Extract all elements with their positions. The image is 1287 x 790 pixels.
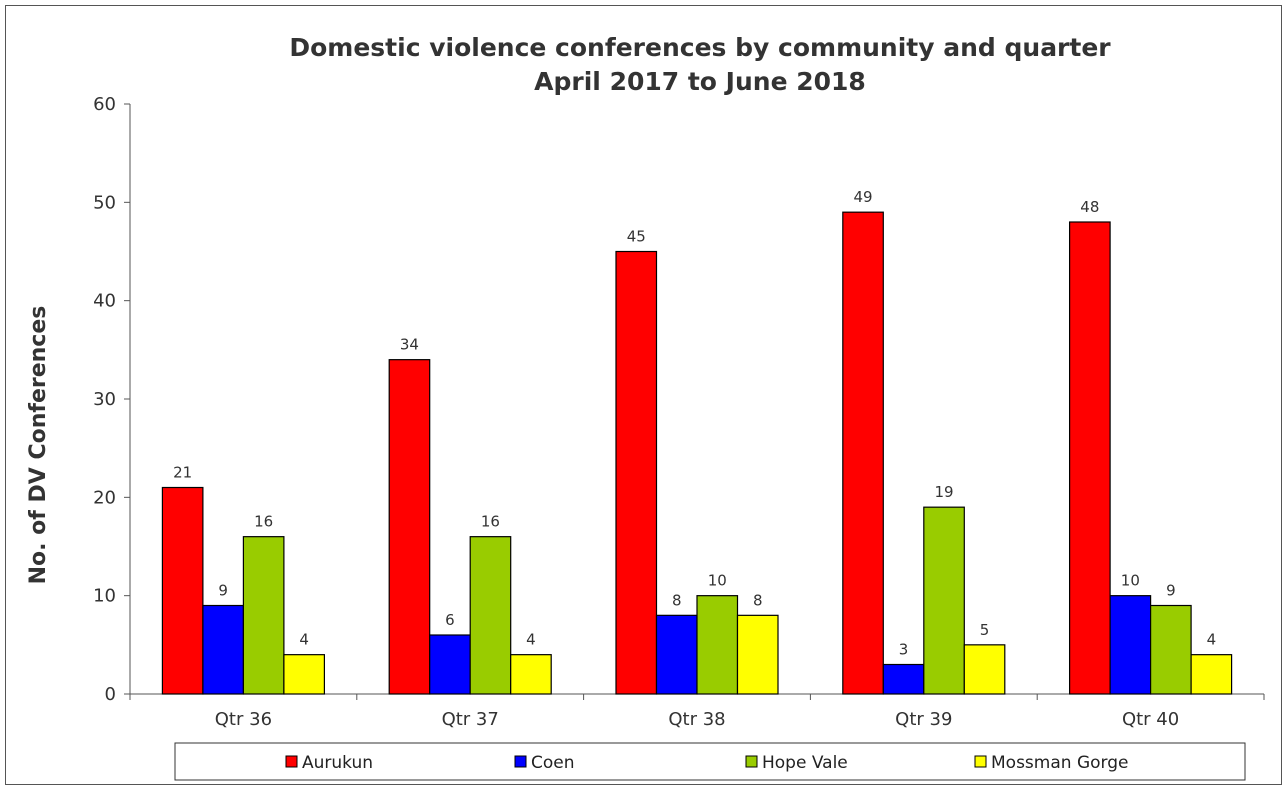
- bar: [388, 359, 431, 695]
- x-tick-label: Qtr 40: [1122, 709, 1179, 730]
- bar: [655, 614, 698, 695]
- data-label: 16: [254, 513, 273, 531]
- x-tick-label: Qtr 38: [668, 709, 725, 730]
- x-tick-label: Qtr 36: [215, 709, 272, 730]
- bar: [923, 506, 965, 695]
- bar: [242, 536, 285, 695]
- bars: 21 9 16 4 34 6 16 4 45 8 10 8 49 3 19 5 48 10 9 4: [161, 188, 1233, 695]
- data-label: 9: [218, 582, 228, 600]
- data-label: 3: [899, 641, 909, 659]
- data-label: 4: [299, 631, 309, 649]
- bar: [696, 595, 739, 695]
- bar: [1068, 221, 1111, 695]
- bar: [882, 663, 925, 695]
- y-tick-label: 10: [93, 586, 116, 607]
- data-label: 19: [935, 483, 954, 501]
- y-tick-label: 60: [93, 94, 116, 115]
- data-label: 49: [854, 188, 873, 206]
- chart-title-line2: April 2017 to June 2018: [534, 67, 866, 96]
- bar: [161, 486, 204, 695]
- data-label: 6: [445, 611, 455, 629]
- data-label: 8: [753, 591, 763, 609]
- legend-label: Mossman Gorge: [991, 753, 1128, 773]
- bar: [736, 614, 779, 695]
- x-tick-label: Qtr 39: [895, 709, 952, 730]
- legend-label: Hope Vale: [762, 753, 848, 773]
- bar: [1149, 604, 1192, 695]
- legend: Aurukun Coen Hope Vale Mossman Gorge: [174, 742, 1246, 781]
- bar: [842, 211, 884, 695]
- bar: [963, 644, 1006, 695]
- legend-swatch: [974, 755, 987, 768]
- data-label: 34: [400, 336, 419, 354]
- bar: [429, 634, 471, 695]
- y-tick-label: 20: [93, 487, 116, 508]
- data-label: 10: [1121, 572, 1140, 590]
- legend-swatch: [285, 755, 298, 768]
- y-tick-label: 50: [93, 192, 116, 213]
- bar: [1190, 654, 1233, 695]
- bar: [1109, 595, 1152, 695]
- legend-box: [174, 742, 1246, 781]
- data-label: 48: [1080, 198, 1099, 216]
- data-label: 5: [980, 621, 990, 639]
- bar: [510, 654, 552, 695]
- y-axis-label: No. of DV Conferences: [26, 306, 51, 585]
- legend-label: Aurukun: [302, 753, 373, 773]
- y-tick-label: 40: [93, 291, 116, 312]
- data-label: 10: [708, 572, 727, 590]
- y-tick-label: 30: [93, 389, 116, 410]
- bar: [202, 604, 244, 695]
- legend-swatch: [514, 755, 527, 768]
- data-label: 4: [1207, 631, 1217, 649]
- x-tick-label: Qtr 37: [442, 709, 499, 730]
- legend-swatch: [745, 755, 758, 768]
- legend-label: Coen: [531, 753, 575, 773]
- data-label: 21: [173, 464, 192, 482]
- data-label: 16: [481, 513, 500, 531]
- bar: [283, 654, 325, 695]
- y-tick-label: 0: [105, 684, 116, 705]
- data-label: 4: [526, 631, 536, 649]
- data-label: 8: [672, 591, 682, 609]
- bar: [615, 250, 658, 695]
- data-label: 45: [627, 228, 646, 246]
- data-label: 9: [1166, 582, 1176, 600]
- chart-title-line1: Domestic violence conferences by communi…: [289, 33, 1111, 62]
- bar: [469, 536, 512, 695]
